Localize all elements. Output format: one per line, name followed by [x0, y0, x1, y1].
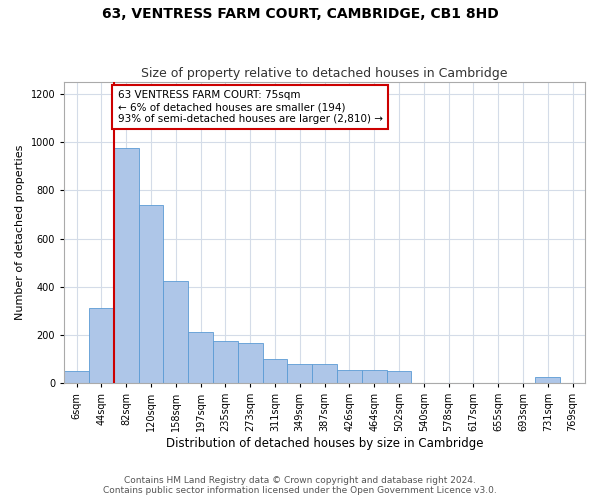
Bar: [163, 280, 188, 383]
Bar: [337, 370, 362, 383]
Y-axis label: Number of detached properties: Number of detached properties: [15, 145, 25, 320]
Bar: [114, 148, 139, 383]
Bar: [188, 332, 213, 383]
Bar: [89, 308, 114, 383]
Text: 63, VENTRESS FARM COURT, CAMBRIDGE, CB1 8HD: 63, VENTRESS FARM COURT, CAMBRIDGE, CB1 …: [101, 8, 499, 22]
X-axis label: Distribution of detached houses by size in Cambridge: Distribution of detached houses by size …: [166, 437, 484, 450]
Bar: [386, 371, 412, 383]
Text: 63 VENTRESS FARM COURT: 75sqm
← 6% of detached houses are smaller (194)
93% of s: 63 VENTRESS FARM COURT: 75sqm ← 6% of de…: [118, 90, 383, 124]
Bar: [213, 341, 238, 383]
Bar: [238, 344, 263, 383]
Bar: [263, 359, 287, 383]
Bar: [362, 370, 386, 383]
Bar: [312, 364, 337, 383]
Text: Contains HM Land Registry data © Crown copyright and database right 2024.
Contai: Contains HM Land Registry data © Crown c…: [103, 476, 497, 495]
Bar: [287, 364, 312, 383]
Bar: [535, 377, 560, 383]
Bar: [64, 371, 89, 383]
Bar: [139, 205, 163, 383]
Title: Size of property relative to detached houses in Cambridge: Size of property relative to detached ho…: [142, 66, 508, 80]
